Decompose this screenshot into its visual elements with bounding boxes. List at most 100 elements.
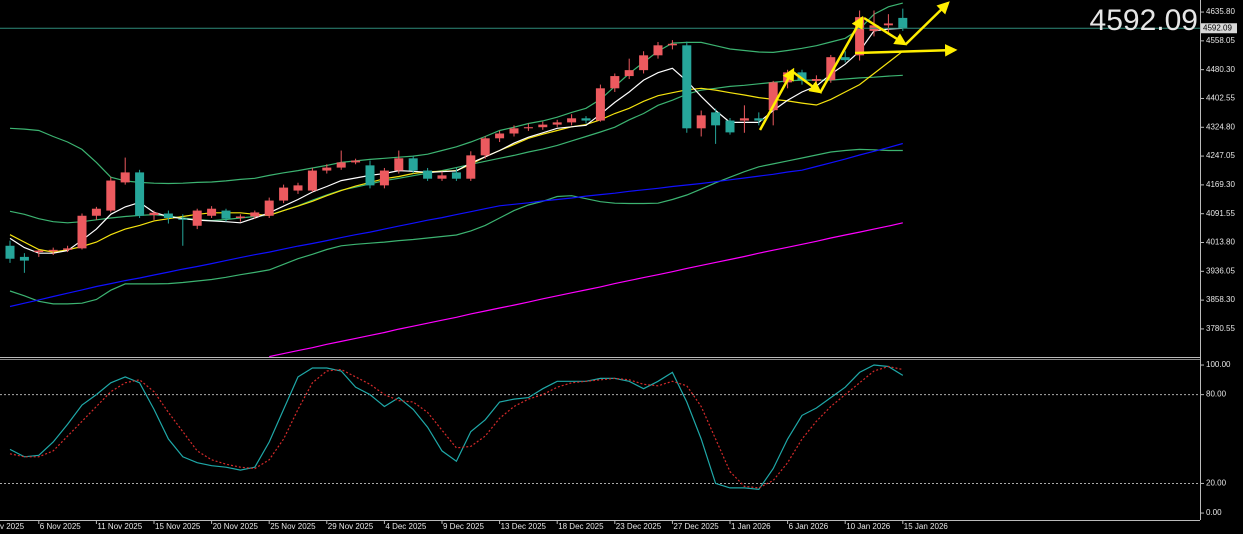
candle-body [883, 23, 893, 26]
candle-body [797, 72, 807, 81]
candle-body [754, 118, 764, 121]
candle-body [739, 118, 749, 121]
y-tick-label: 4169.30 [1206, 180, 1235, 189]
candle-body [178, 218, 188, 220]
candle-body [682, 45, 692, 129]
candle-body [811, 79, 821, 81]
x-tick-label: 13 Dec 2025 [501, 522, 547, 531]
y-tick-label: 3858.30 [1206, 295, 1235, 304]
candle-body [279, 187, 289, 201]
candle-body [653, 45, 663, 56]
candle-body [163, 213, 173, 218]
arrow [792, 70, 823, 94]
candle-body [293, 185, 303, 191]
indicator-line [9, 365, 903, 489]
candle-body [840, 57, 850, 61]
x-tick-label: 6 Jan 2026 [789, 522, 829, 531]
candle-body [149, 212, 159, 216]
arrow [854, 44, 958, 57]
candle-body [48, 249, 58, 252]
x-tick-label: 15 Nov 2025 [155, 522, 201, 531]
y-tick-label: 3936.05 [1206, 266, 1235, 275]
candle-body [250, 212, 260, 217]
x-tick-label: 9 Dec 2025 [443, 522, 484, 531]
candle-body [768, 82, 778, 111]
candle-body [235, 216, 245, 218]
x-tick-label: 18 Dec 2025 [558, 522, 604, 531]
arrow [758, 67, 795, 131]
x-tick-label: v 2025 [0, 522, 25, 531]
candle-body [336, 162, 346, 168]
candle-body [264, 200, 274, 216]
candle-body [696, 115, 706, 129]
candle-body [509, 128, 519, 134]
indicator-line [9, 74, 903, 224]
candle-body [91, 208, 101, 216]
candle-body [63, 248, 73, 250]
candle-body [725, 120, 735, 133]
y-tick-label: 20.00 [1206, 479, 1227, 488]
candle-body [106, 180, 116, 211]
indicator-line [9, 142, 903, 308]
y-tick-label: 4247.05 [1206, 151, 1235, 160]
candle-body [221, 210, 231, 219]
x-tick-label: 25 Nov 2025 [270, 522, 316, 531]
x-tick-label: 15 Jan 2026 [904, 522, 949, 531]
y-tick-label: 100.00 [1206, 360, 1231, 369]
indicator-line [269, 222, 903, 357]
current-price-box [1201, 23, 1237, 34]
x-tick-label: 20 Nov 2025 [213, 522, 259, 531]
candle-body [610, 76, 620, 89]
candle-body [667, 43, 677, 46]
y-tick-label: 0.00 [1206, 508, 1222, 517]
y-tick-label: 4635.80 [1206, 7, 1235, 16]
candle-body [351, 160, 361, 163]
candle-body [495, 133, 505, 139]
candle-body [595, 88, 605, 121]
x-tick-label: 4 Dec 2025 [385, 522, 426, 531]
y-tick-label: 4324.80 [1206, 122, 1235, 131]
candle-body [523, 127, 533, 129]
x-tick-label: 6 Nov 2025 [40, 522, 81, 531]
x-tick-label: 10 Jan 2026 [846, 522, 891, 531]
candle-body [77, 215, 87, 249]
candle-body [855, 17, 865, 56]
candle-body [639, 55, 649, 71]
candle-body [5, 245, 15, 259]
candle-body [34, 250, 44, 253]
y-tick-label: 4558.05 [1206, 36, 1235, 45]
x-tick-label: 27 Dec 2025 [673, 522, 719, 531]
candle-body [451, 172, 461, 179]
indicator-line [9, 364, 904, 491]
candle-body [394, 158, 404, 171]
candle-body [437, 175, 447, 179]
candle-body [408, 158, 418, 171]
price-panel [5, 2, 908, 357]
indicator-line [9, 148, 903, 305]
candle-body [135, 172, 145, 216]
candle-body [552, 122, 562, 125]
current-price-large: 4592.09 [1090, 4, 1198, 37]
candle-body [567, 118, 577, 123]
arrow [905, 1, 950, 45]
y-tick-label: 3780.55 [1206, 324, 1235, 333]
candle-body [466, 155, 476, 179]
candle-body [624, 70, 634, 77]
y-tick-label: 4402.55 [1206, 94, 1235, 103]
candle-body [581, 118, 591, 121]
x-tick-label: 1 Jan 2026 [731, 522, 771, 531]
indicator-line [9, 2, 903, 185]
arrow [818, 15, 864, 94]
y-tick-label: 80.00 [1206, 390, 1227, 399]
candle-body [365, 165, 375, 186]
y-tick-label: 4013.80 [1206, 238, 1235, 247]
y-tick-label: 4091.55 [1206, 209, 1235, 218]
candle-body [711, 112, 721, 126]
candle-body [423, 170, 433, 179]
candle-body [826, 57, 836, 81]
candle-body [207, 208, 217, 216]
candle-body [538, 124, 548, 128]
